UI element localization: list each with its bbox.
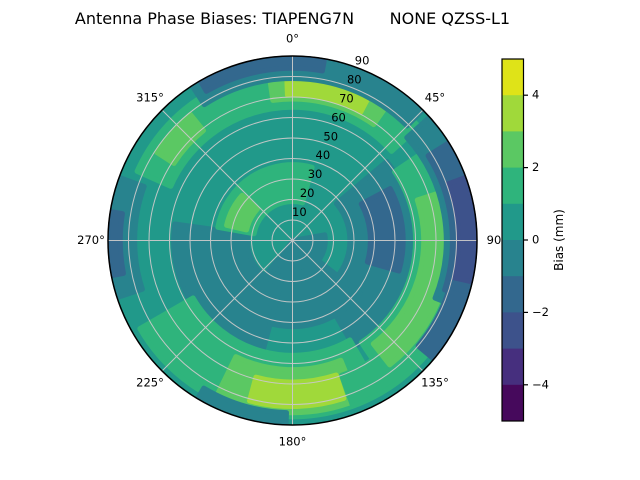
- radial-tick-label: 20: [300, 186, 315, 200]
- angle-tick-label: 270°: [77, 233, 105, 247]
- polar-outline: [107, 55, 478, 426]
- colorbar-segment: [502, 131, 524, 168]
- colorbar-segment: [502, 384, 524, 422]
- grid-spoke: [161, 109, 293, 241]
- grid-spoke: [292, 109, 424, 241]
- radial-tick-label: 10: [292, 205, 307, 219]
- angle-tick-label: 0°: [286, 32, 299, 46]
- angle-tick-label: 225°: [136, 375, 164, 389]
- contour-region: [358, 186, 406, 274]
- angle-tick-label: 90: [487, 233, 502, 247]
- colorbar-segment: [502, 203, 524, 241]
- colorbar-segment: [502, 348, 524, 386]
- colorbar-segment: [502, 312, 524, 349]
- angle-tick-label: 315°: [136, 91, 164, 105]
- colorbar: 4 2 0 −2 −4 Bias (mm): [501, 58, 566, 422]
- colorbar-segment: [502, 95, 524, 132]
- colorbar-segment: [502, 59, 524, 96]
- chart-title: Antenna Phase Biases: TIAPENG7N NONE QZS…: [74, 9, 511, 28]
- colorbar-tick-label: 4: [532, 88, 539, 102]
- radial-tick-label: 80: [347, 72, 362, 86]
- colorbar-axis-label: Bias (mm): [552, 209, 566, 271]
- radial-tick-label: 60: [331, 110, 346, 124]
- grid-spoke: [292, 240, 424, 372]
- polar-grid: [108, 56, 477, 425]
- angle-tick-label: 135°: [421, 375, 449, 389]
- angle-tick-label: 180°: [279, 435, 307, 449]
- grid-spoke: [161, 240, 293, 372]
- colorbar-segment: [502, 276, 524, 313]
- colorbar-tick-label: −4: [532, 377, 549, 391]
- contour-region: [154, 112, 206, 166]
- angle-tick-label: 45°: [425, 91, 445, 105]
- radial-tick-label: 70: [339, 91, 354, 105]
- radial-tick-label: 30: [308, 167, 323, 181]
- colorbar-segment: [502, 240, 524, 277]
- colorbar-tick-label: −2: [532, 305, 549, 319]
- radial-tick-label: 50: [323, 129, 338, 143]
- colorbar-segment: [502, 167, 524, 205]
- radial-tick-label: 90: [355, 54, 370, 68]
- colorbar-tick-label: 0: [532, 233, 539, 247]
- colorbar-tick-label: 2: [532, 160, 539, 174]
- radial-tick-label: 40: [316, 148, 331, 162]
